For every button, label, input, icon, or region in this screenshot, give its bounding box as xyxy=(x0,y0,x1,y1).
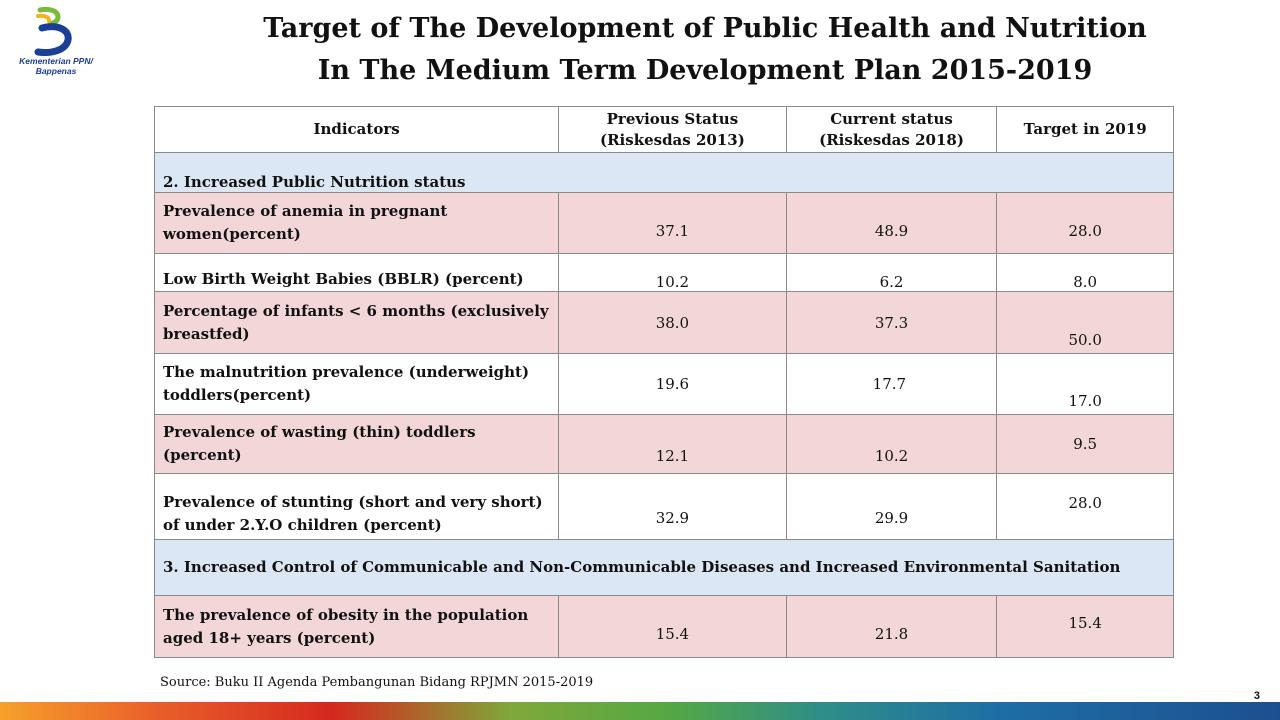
indicator-cell: Prevalence of wasting (thin) toddlers (p… xyxy=(153,414,560,474)
current-cell: 21.8 xyxy=(785,595,998,658)
table-row: The prevalence of obesity in the populat… xyxy=(153,595,1174,658)
indicator-cell: Low Birth Weight Babies (BBLR) (percent) xyxy=(153,253,560,292)
table-row: Prevalence of anemia in pregnant women(p… xyxy=(153,192,1174,254)
target-cell: 50.0 xyxy=(996,291,1174,354)
target-cell: 8.0 xyxy=(996,253,1174,292)
bappenas-logo: Kementerian PPN/ Bappenas xyxy=(6,4,106,80)
current-cell: 17.7 xyxy=(785,353,998,415)
previous-cell: 32.9 xyxy=(558,473,787,540)
page-number: 3 xyxy=(1253,690,1260,702)
source-note: Source: Buku II Agenda Pembangunan Bidan… xyxy=(160,675,594,690)
logo-text-line1: Kementerian PPN/ xyxy=(19,56,93,66)
section-title: 3. Increased Control of Communicable and… xyxy=(154,539,1174,596)
table-row: Percentage of infants < 6 months (exclus… xyxy=(153,291,1174,354)
section-title: 2. Increased Public Nutrition status xyxy=(154,152,1174,193)
current-cell: 6.2 xyxy=(785,253,998,292)
table-row: The malnutrition prevalence (underweight… xyxy=(153,353,1174,415)
header-indicators: Indicators xyxy=(153,106,560,153)
target-cell: 28.0 xyxy=(996,473,1174,540)
indicator-cell: The prevalence of obesity in the populat… xyxy=(153,595,560,658)
indicator-table: Indicators Previous Status (Riskesdas 20… xyxy=(153,106,1174,658)
target-cell: 28.0 xyxy=(996,192,1174,254)
header-target: Target in 2019 xyxy=(996,106,1174,153)
section-row: 2. Increased Public Nutrition status xyxy=(154,152,1174,193)
previous-cell: 10.2 xyxy=(558,253,787,292)
current-cell: 29.9 xyxy=(785,473,998,540)
logo-text-line2: Bappenas xyxy=(35,66,77,76)
current-cell: 48.9 xyxy=(785,192,998,254)
previous-cell: 37.1 xyxy=(558,192,787,254)
header-row: Indicators Previous Status (Riskesdas 20… xyxy=(153,106,1174,153)
current-cell: 37.3 xyxy=(785,291,998,354)
title-line2: In The Medium Term Development Plan 2015… xyxy=(317,55,1093,86)
table-row: Low Birth Weight Babies (BBLR) (percent)… xyxy=(153,253,1174,292)
previous-cell: 19.6 xyxy=(558,353,787,415)
indicator-cell: Percentage of infants < 6 months (exclus… xyxy=(153,291,560,354)
previous-cell: 12.1 xyxy=(558,414,787,474)
section-row: 3. Increased Control of Communicable and… xyxy=(154,539,1174,596)
indicator-cell: Prevalence of stunting (short and very s… xyxy=(153,473,560,540)
page-title: Target of The Development of Public Heal… xyxy=(240,8,1170,92)
previous-cell: 38.0 xyxy=(558,291,787,354)
indicator-cell: Prevalence of anemia in pregnant women(p… xyxy=(153,192,560,254)
header-previous: Previous Status (Riskesdas 2013) xyxy=(558,106,787,153)
table-row: Prevalence of wasting (thin) toddlers (p… xyxy=(153,414,1174,474)
indicator-cell: The malnutrition prevalence (underweight… xyxy=(153,353,560,415)
target-cell: 9.5 xyxy=(996,414,1174,474)
target-cell: 15.4 xyxy=(996,595,1174,658)
previous-cell: 15.4 xyxy=(558,595,787,658)
table-row: Prevalence of stunting (short and very s… xyxy=(153,473,1174,540)
title-line1: Target of The Development of Public Heal… xyxy=(263,13,1147,44)
current-cell: 10.2 xyxy=(785,414,998,474)
footer-color-bar xyxy=(0,702,1280,720)
header-current: Current status (Riskesdas 2018) xyxy=(785,106,998,153)
target-cell: 17.0 xyxy=(996,353,1174,415)
bappenas-emblem-icon xyxy=(34,6,72,56)
